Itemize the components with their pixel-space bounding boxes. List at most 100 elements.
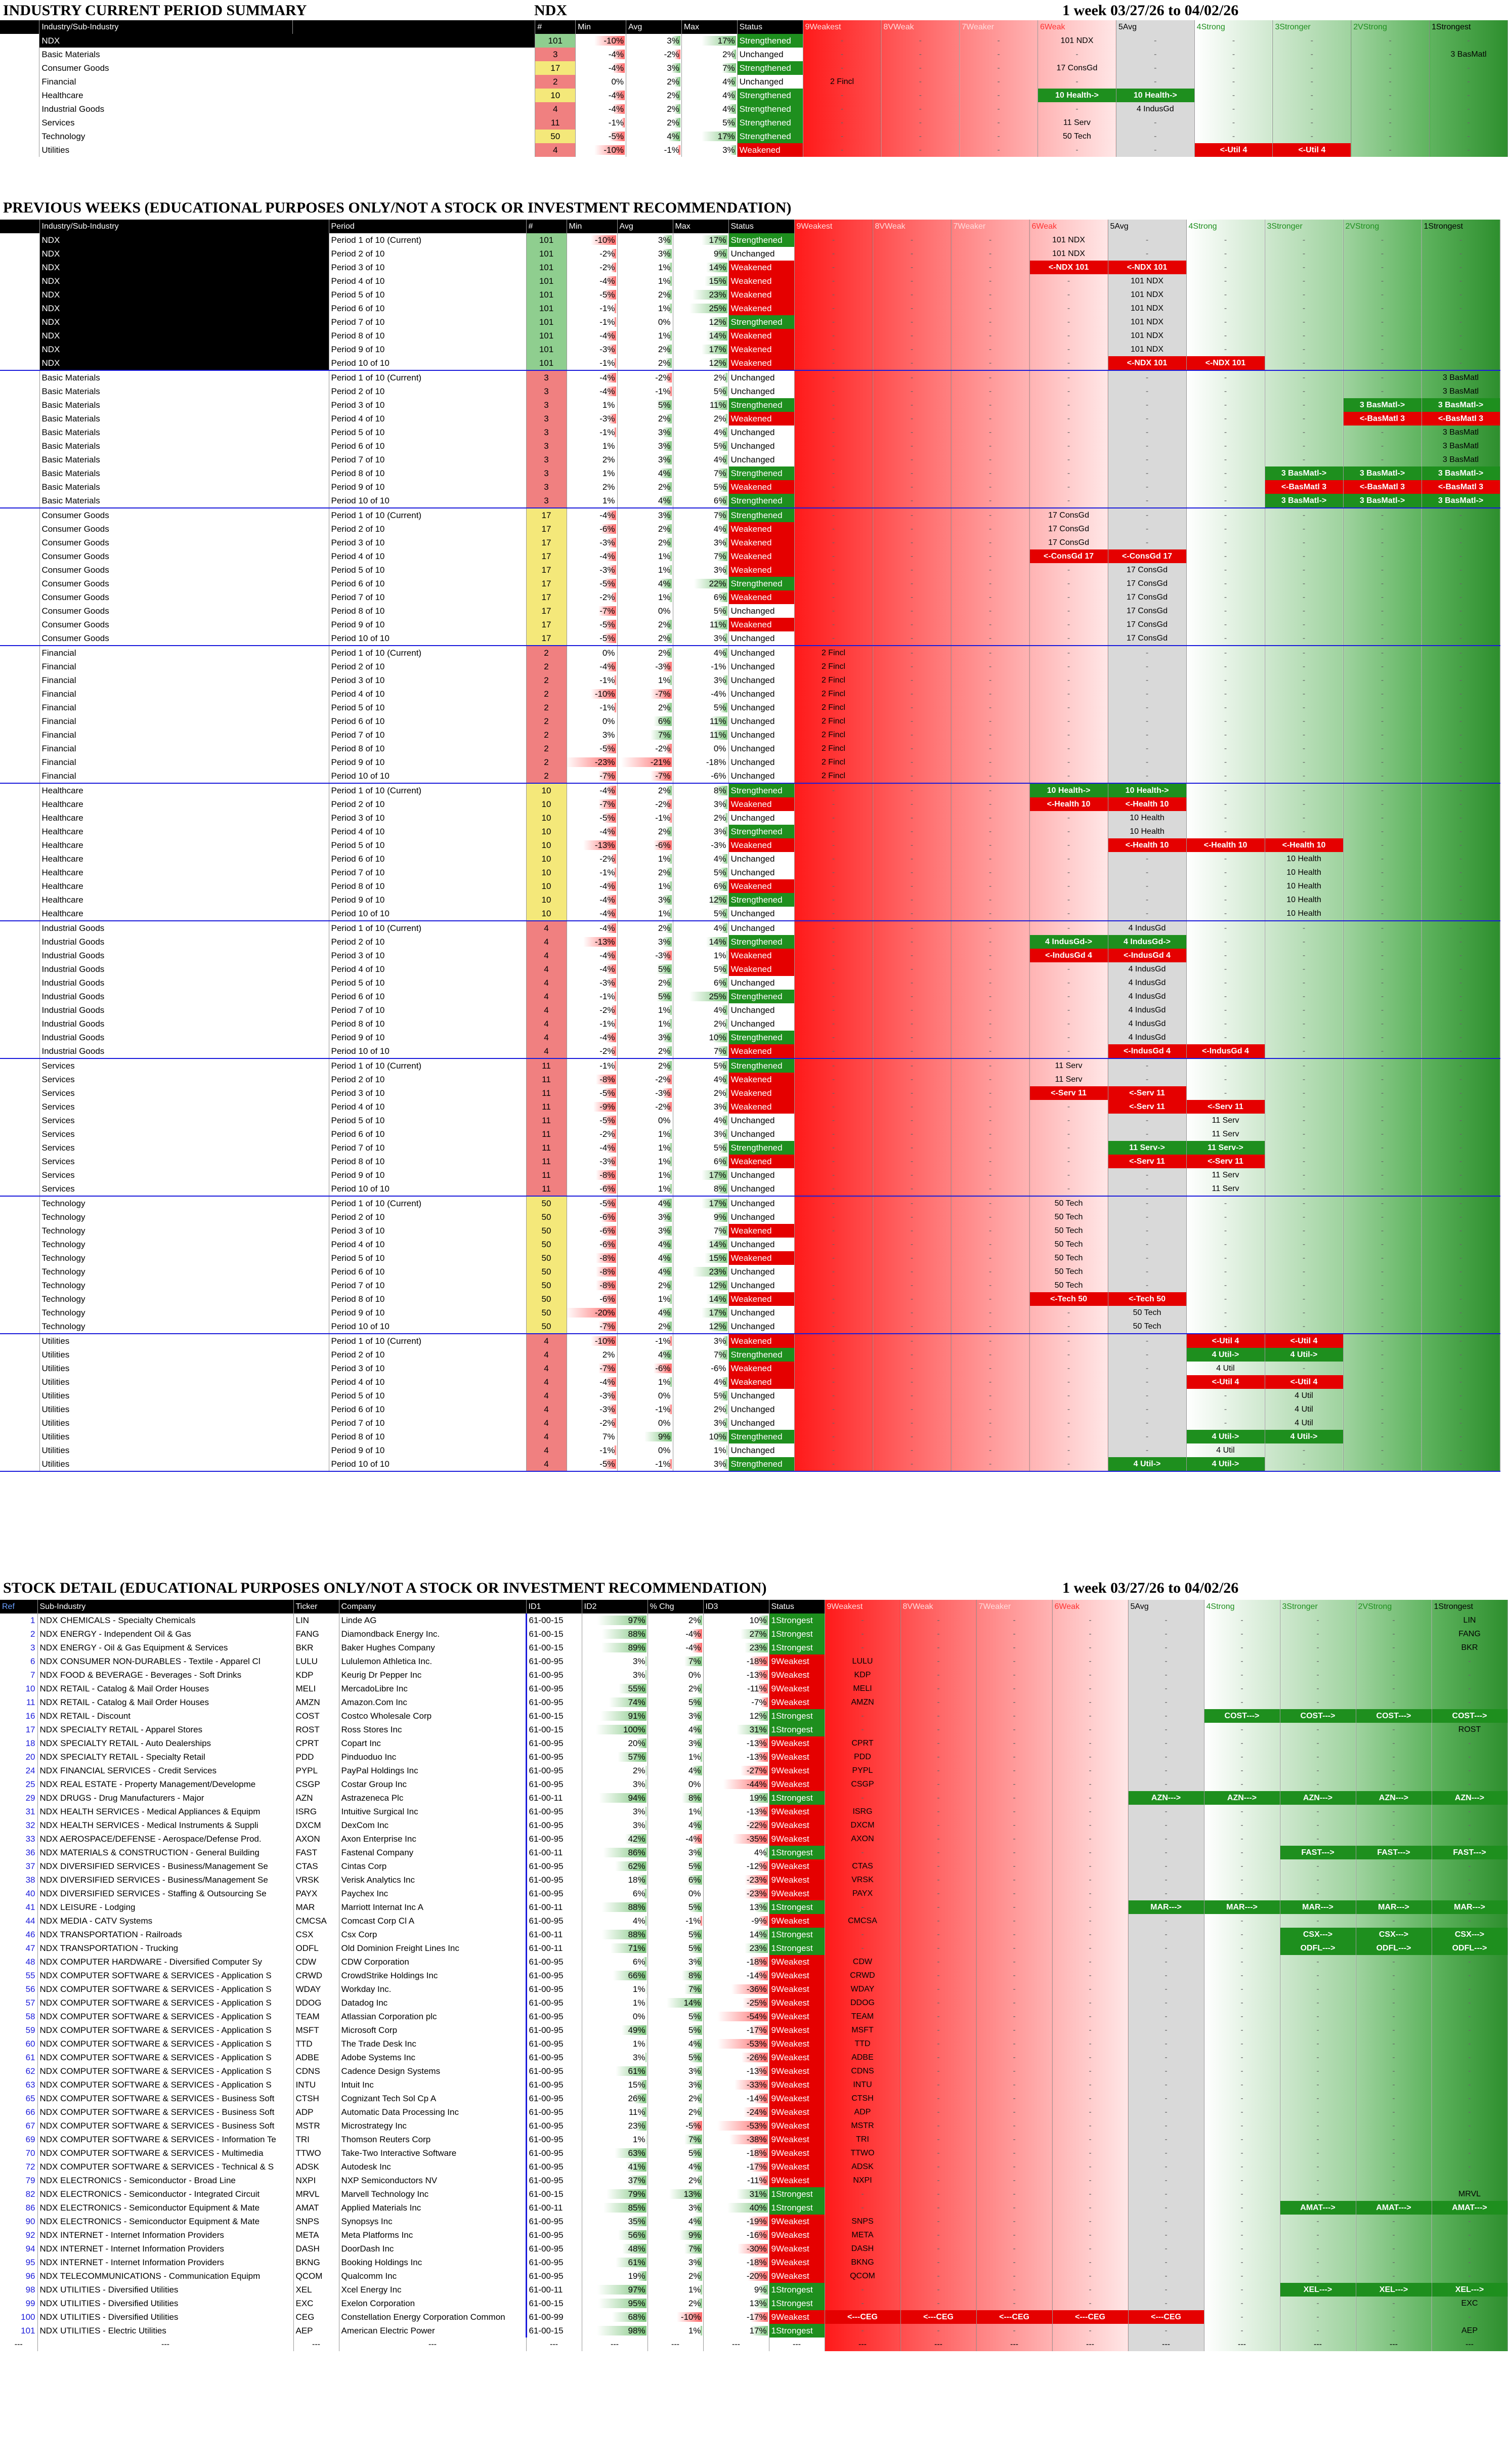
ref-number[interactable]: 41: [0, 1900, 38, 1914]
zone-cell-1: -: [873, 976, 952, 990]
zone-dash: -: [988, 496, 992, 505]
id3-value-value: -16%: [746, 2230, 767, 2240]
min-value-value: -5%: [599, 1199, 615, 1208]
ref-number[interactable]: 79: [0, 2174, 38, 2187]
zone-cell-0: -: [794, 370, 873, 385]
zone-cell-8: -: [1421, 1196, 1500, 1210]
ref-number[interactable]: 33: [0, 1832, 38, 1846]
zone-cell-6: MAR--->: [1280, 1900, 1356, 1914]
ref-number[interactable]: 69: [0, 2133, 38, 2146]
ref-number[interactable]: 25: [0, 1777, 38, 1791]
zone-dash: -: [1165, 2121, 1168, 2130]
ref-number[interactable]: 46: [0, 1928, 38, 1941]
ref-number[interactable]: 6: [0, 1654, 38, 1668]
ref-number[interactable]: 20: [0, 1750, 38, 1764]
zone-dash: -: [1459, 1308, 1462, 1317]
zone-dash: -: [988, 1019, 992, 1028]
zone-dash: -: [910, 538, 914, 547]
ref-number[interactable]: 60: [0, 2037, 38, 2051]
ref-number[interactable]: 66: [0, 2105, 38, 2119]
ref-number[interactable]: 62: [0, 2064, 38, 2078]
zone-cell-2: -: [951, 343, 1030, 356]
min-value-value: 1%: [602, 496, 615, 505]
zone-cell-3: -: [1052, 2037, 1129, 2051]
id3-value-value: -53%: [746, 2039, 767, 2049]
zone-cell-8: -: [1421, 343, 1500, 356]
ref-number[interactable]: 24: [0, 1764, 38, 1777]
zone-cell-1: -: [873, 1251, 952, 1265]
ref-number[interactable]: 67: [0, 2119, 38, 2133]
ref-number[interactable]: 48: [0, 1955, 38, 1969]
ref-number[interactable]: 7: [0, 1668, 38, 1682]
zone-dash: -: [1302, 786, 1306, 795]
zone-cell-6: -: [1280, 1832, 1356, 1846]
zone-mark: 10 Health->: [1133, 91, 1177, 100]
avg-value: 0%: [617, 604, 673, 618]
min-value-bar: [600, 524, 616, 534]
chg-value-bar: [697, 1684, 702, 1693]
ref-number[interactable]: 16: [0, 1709, 38, 1723]
zone-dash: -: [1468, 1753, 1471, 1761]
ref-number[interactable]: 95: [0, 2256, 38, 2269]
ref-number[interactable]: 40: [0, 1887, 38, 1900]
id2-value-value: 6%: [632, 1957, 645, 1967]
ref-number[interactable]: 58: [0, 2010, 38, 2023]
ref-number[interactable]: 2: [0, 1627, 38, 1641]
row-gutter: [0, 1017, 40, 1031]
ref-number[interactable]: 96: [0, 2269, 38, 2283]
ref-number[interactable]: 29: [0, 1791, 38, 1805]
id3-value-value: -22%: [746, 1820, 767, 1830]
ref-number[interactable]: 59: [0, 2023, 38, 2037]
ref-number[interactable]: 37: [0, 1859, 38, 1873]
ref-number[interactable]: 65: [0, 2092, 38, 2105]
id3-value: -25%: [703, 1996, 769, 2010]
ref-number[interactable]: 57: [0, 1996, 38, 2010]
ref-number[interactable]: 17: [0, 1723, 38, 1736]
period-label: Period 7 of 10: [329, 1279, 527, 1292]
company: Atlassian Corporation plc: [339, 2010, 527, 2023]
zone-cell-5: -: [1186, 261, 1265, 274]
zone-cell-1: -: [873, 879, 952, 893]
sub-industry: NDX COMPUTER SOFTWARE & SERVICES - Appli…: [37, 2051, 294, 2064]
ref-number[interactable]: 94: [0, 2242, 38, 2256]
ref-number[interactable]: 10: [0, 1682, 38, 1695]
ref-number[interactable]: 11: [0, 1695, 38, 1709]
row-gutter: [0, 1251, 40, 1265]
zone-cell-4: 101 NDX: [1108, 343, 1187, 356]
ref-number[interactable]: 86: [0, 2201, 38, 2215]
ref-number[interactable]: 47: [0, 1941, 38, 1955]
period-label: Period 6 of 10: [329, 990, 527, 1003]
ref-number[interactable]: 31: [0, 1805, 38, 1818]
ref-number[interactable]: 56: [0, 1982, 38, 1996]
zone-cell-7: -: [1343, 1292, 1422, 1306]
ref-number[interactable]: 55: [0, 1969, 38, 1982]
row-gutter: [0, 1457, 40, 1472]
ref-number[interactable]: 3: [0, 1641, 38, 1654]
zone-cell-6: -: [1280, 1764, 1356, 1777]
ref-number[interactable]: 38: [0, 1873, 38, 1887]
ref-number[interactable]: 32: [0, 1818, 38, 1832]
ref-number[interactable]: 72: [0, 2160, 38, 2174]
ref-number[interactable]: 90: [0, 2215, 38, 2228]
ref-number[interactable]: 18: [0, 1736, 38, 1750]
ref-number[interactable]: 61: [0, 2051, 38, 2064]
zone-cell-8: -: [1421, 1389, 1500, 1403]
ref-number[interactable]: 82: [0, 2187, 38, 2201]
zone-dash: -: [1145, 717, 1149, 726]
zone-dash: -: [832, 1171, 835, 1179]
min-value-value: -4%: [599, 511, 615, 520]
zone-mark: 2 Fincl: [821, 731, 846, 739]
ref-number[interactable]: 70: [0, 2146, 38, 2160]
zone-cell-3: -: [1029, 646, 1108, 660]
zone-cell-4: -: [1108, 508, 1187, 522]
zone-dash: -: [1165, 1985, 1168, 1993]
zone-cell-3: 101 NDX: [1038, 34, 1116, 48]
ref-number[interactable]: 1: [0, 1613, 38, 1627]
avg-value-bar: [659, 469, 672, 478]
ref-number[interactable]: 36: [0, 1846, 38, 1859]
ref-number[interactable]: 98: [0, 2283, 38, 2297]
ref-number[interactable]: 44: [0, 1914, 38, 1928]
ref-number[interactable]: 92: [0, 2228, 38, 2242]
zone-dash: -: [832, 401, 835, 409]
ref-number[interactable]: 63: [0, 2078, 38, 2092]
